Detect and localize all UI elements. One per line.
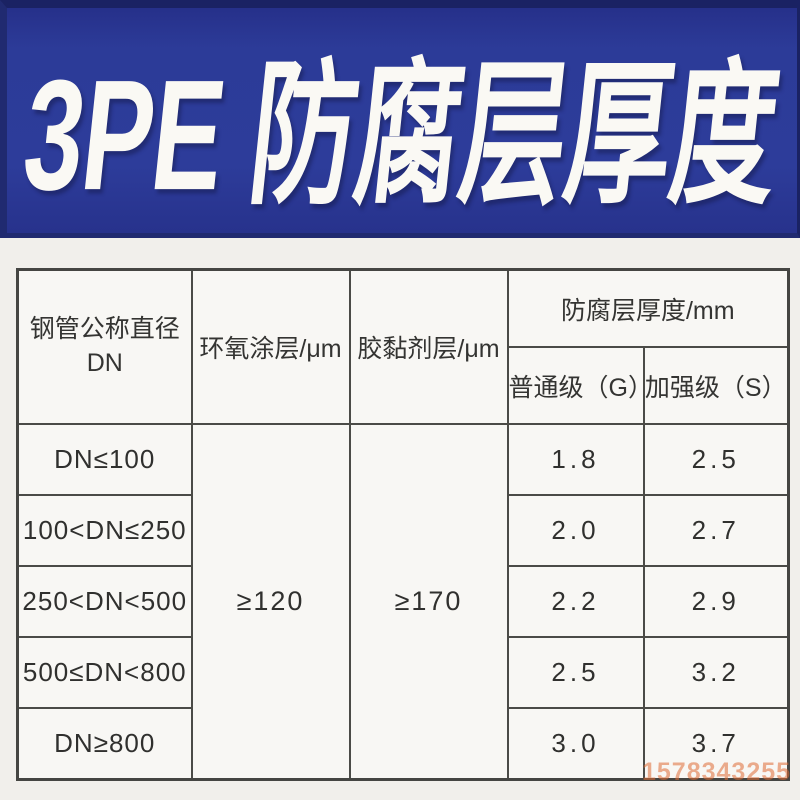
cell-reinforced-grade: 2.9	[642, 565, 790, 638]
cell-epoxy-value: ≥120	[190, 423, 351, 781]
page-title: 3PE 防腐层厚度	[15, 47, 786, 223]
table-row: 250<DN<500 2.2 2.9	[16, 565, 790, 638]
table-row: DN≤100 ≥120 ≥170 1.8 2.5	[16, 423, 790, 781]
cell-normal-grade: 2.5	[506, 636, 645, 709]
header-row-1: 钢管公称直径 DN 环氧涂层/μm 胶黏剂层/μm 防腐层厚度/mm	[16, 268, 790, 425]
header-pipe-diameter: 钢管公称直径 DN	[16, 268, 193, 425]
cell-dn-range: 250<DN<500	[16, 565, 193, 638]
cell-dn-range: 100<DN≤250	[16, 494, 193, 567]
header-adhesive-layer: 胶黏剂层/μm	[348, 268, 509, 425]
thickness-table: 钢管公称直径 DN 环氧涂层/μm 胶黏剂层/μm 防腐层厚度/mm 普通级（G…	[16, 268, 791, 781]
header-coating-thickness-group: 防腐层厚度/mm	[506, 268, 790, 348]
header-epoxy-coating: 环氧涂层/μm	[190, 268, 351, 425]
title-banner: 3PE 防腐层厚度	[0, 0, 800, 238]
table-row: DN≥800 3.0 3.7	[16, 707, 790, 781]
header-grade-reinforced: 加强级（S）	[642, 346, 790, 425]
cell-reinforced-grade: 3.2	[642, 636, 790, 709]
table-row: 100<DN≤250 2.0 2.7	[16, 494, 790, 567]
cell-normal-grade: 1.8	[506, 423, 645, 496]
header-row-2: 普通级（G） 加强级（S）	[18, 346, 790, 425]
cell-normal-grade: 3.0	[506, 707, 645, 781]
cell-dn-range: DN≥800	[16, 707, 193, 781]
cell-adhesive-value: ≥170	[348, 423, 509, 781]
thickness-table-container: 钢管公称直径 DN 环氧涂层/μm 胶黏剂层/μm 防腐层厚度/mm 普通级（G…	[16, 268, 791, 781]
watermark-text: 1578343255	[642, 758, 792, 786]
cell-normal-grade: 2.0	[506, 494, 645, 567]
cell-normal-grade: 2.2	[506, 565, 645, 638]
cell-dn-range: DN≤100	[16, 423, 193, 496]
cell-reinforced-grade: 2.7	[642, 494, 790, 567]
cell-dn-range: 500≤DN<800	[16, 636, 193, 709]
cell-reinforced-grade: 3.7	[642, 707, 790, 781]
header-pipe-diameter-line1: 钢管公称直径	[29, 315, 180, 344]
header-pipe-diameter-line2: DN	[86, 349, 123, 377]
header-grade-normal: 普通级（G）	[506, 346, 645, 425]
cell-reinforced-grade: 2.5	[642, 423, 790, 496]
table-row: 500≤DN<800 2.5 3.2	[16, 636, 790, 709]
